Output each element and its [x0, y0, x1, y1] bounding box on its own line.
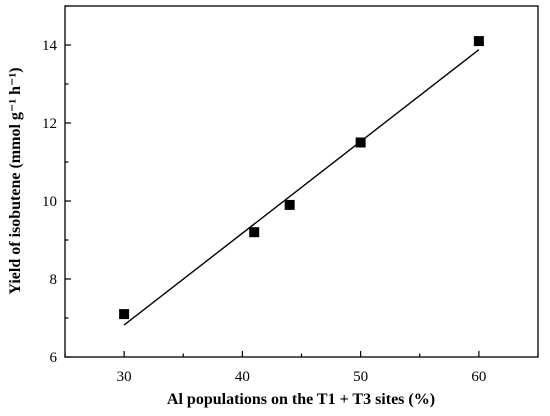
x-tick-label: 60: [471, 369, 486, 385]
axis-ticks: [64, 5, 539, 358]
y-tick-label: 10: [42, 194, 57, 210]
x-tick-label: 30: [117, 369, 132, 385]
x-tick-label: 40: [235, 369, 250, 385]
data-point: [355, 137, 366, 148]
x-tick-label: 50: [353, 369, 368, 385]
tick-labels: 30 40 50 60 6 8 10 12 14: [42, 38, 486, 385]
data-point: [284, 199, 295, 210]
data-point: [473, 36, 484, 47]
y-axis-label: Yield of isobutene (mmol g⁻¹ h⁻¹): [7, 67, 24, 294]
y-tick-label: 8: [50, 272, 58, 288]
y-tick-label: 14: [42, 38, 58, 54]
x-axis-label: Al populations on the T1 + T3 sites (%): [167, 391, 435, 408]
y-tick-label: 6: [50, 350, 58, 366]
fit-line: [123, 49, 480, 326]
data-points: [119, 36, 484, 320]
y-tick-label: 12: [42, 116, 57, 132]
data-point: [119, 309, 130, 320]
data-point: [249, 227, 260, 238]
